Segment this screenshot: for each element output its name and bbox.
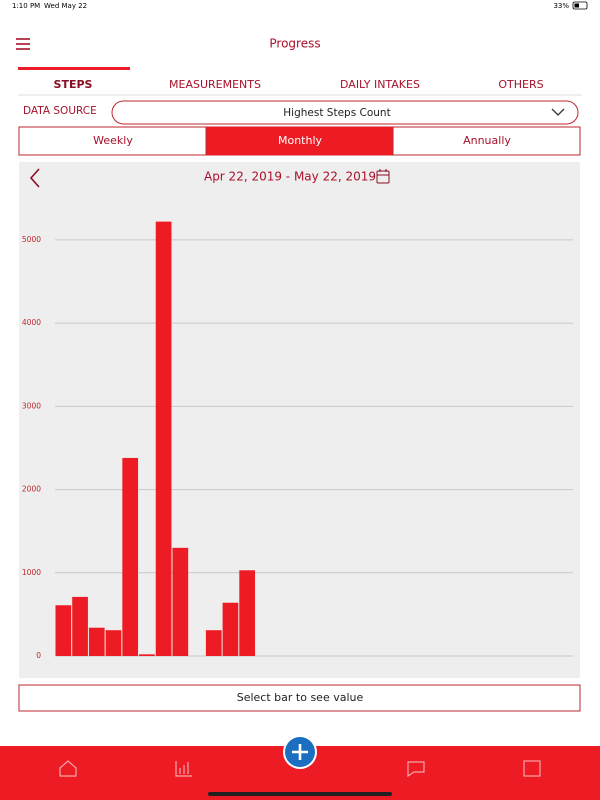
period-selected bbox=[206, 127, 393, 155]
bar bbox=[155, 221, 172, 656]
battery-icon bbox=[572, 1, 588, 10]
bar bbox=[139, 654, 155, 656]
select-bar-text: Select bar to see value bbox=[237, 691, 364, 704]
previous-button[interactable] bbox=[29, 168, 40, 188]
bar bbox=[72, 596, 88, 656]
y-tick-label: 1000 bbox=[22, 568, 41, 577]
y-tick-label: 3000 bbox=[22, 401, 41, 410]
bar bbox=[172, 547, 189, 656]
period-option[interactable]: Weekly bbox=[93, 134, 133, 147]
home-indicator bbox=[208, 792, 392, 796]
battery-level bbox=[574, 3, 579, 8]
data-source-dropdown[interactable] bbox=[111, 100, 579, 125]
y-tick-label: 5000 bbox=[22, 235, 41, 244]
y-tick-label: 4000 bbox=[22, 318, 41, 327]
calendar-nav-icon[interactable] bbox=[523, 760, 541, 777]
status-date: Wed May 22 bbox=[44, 2, 87, 10]
tab[interactable]: DAILY INTAKES bbox=[340, 78, 420, 91]
menu-button[interactable] bbox=[16, 38, 30, 50]
chart-panel bbox=[19, 162, 580, 678]
active-tab-indicator bbox=[18, 67, 130, 70]
y-tick-label: 0 bbox=[36, 651, 41, 660]
date-range: Apr 22, 2019 - May 22, 2019 bbox=[204, 170, 376, 184]
calendar-icon[interactable] bbox=[376, 169, 390, 184]
dropdown-chevron bbox=[551, 108, 565, 116]
status-time: 1:10 PM bbox=[12, 2, 40, 10]
page-title: Progress bbox=[269, 37, 320, 51]
bar bbox=[222, 602, 239, 656]
plot: 0 1000 2000 3000 4000 5000 bbox=[22, 221, 573, 660]
bar bbox=[105, 630, 122, 656]
bar bbox=[239, 570, 256, 656]
bar bbox=[88, 627, 105, 656]
data-source-value: Highest Steps Count bbox=[283, 107, 390, 119]
bar bbox=[122, 457, 139, 656]
tab[interactable]: OTHERS bbox=[498, 78, 543, 91]
tab[interactable]: STEPS bbox=[54, 78, 93, 91]
chat-icon[interactable] bbox=[407, 761, 425, 778]
progress-icon[interactable] bbox=[175, 761, 192, 777]
select-bar-button[interactable] bbox=[18, 684, 581, 712]
bar bbox=[205, 630, 222, 656]
bar bbox=[55, 605, 72, 656]
add-icon bbox=[292, 744, 308, 760]
period-option[interactable]: Monthly bbox=[278, 134, 323, 147]
y-tick-label: 2000 bbox=[22, 485, 41, 494]
period-option[interactable]: Annually bbox=[463, 134, 511, 147]
status-battery: 33% bbox=[553, 2, 569, 10]
tab[interactable]: MEASUREMENTS bbox=[169, 78, 261, 91]
home-icon[interactable] bbox=[59, 760, 77, 777]
data-source-label: DATA SOURCE bbox=[23, 105, 97, 117]
